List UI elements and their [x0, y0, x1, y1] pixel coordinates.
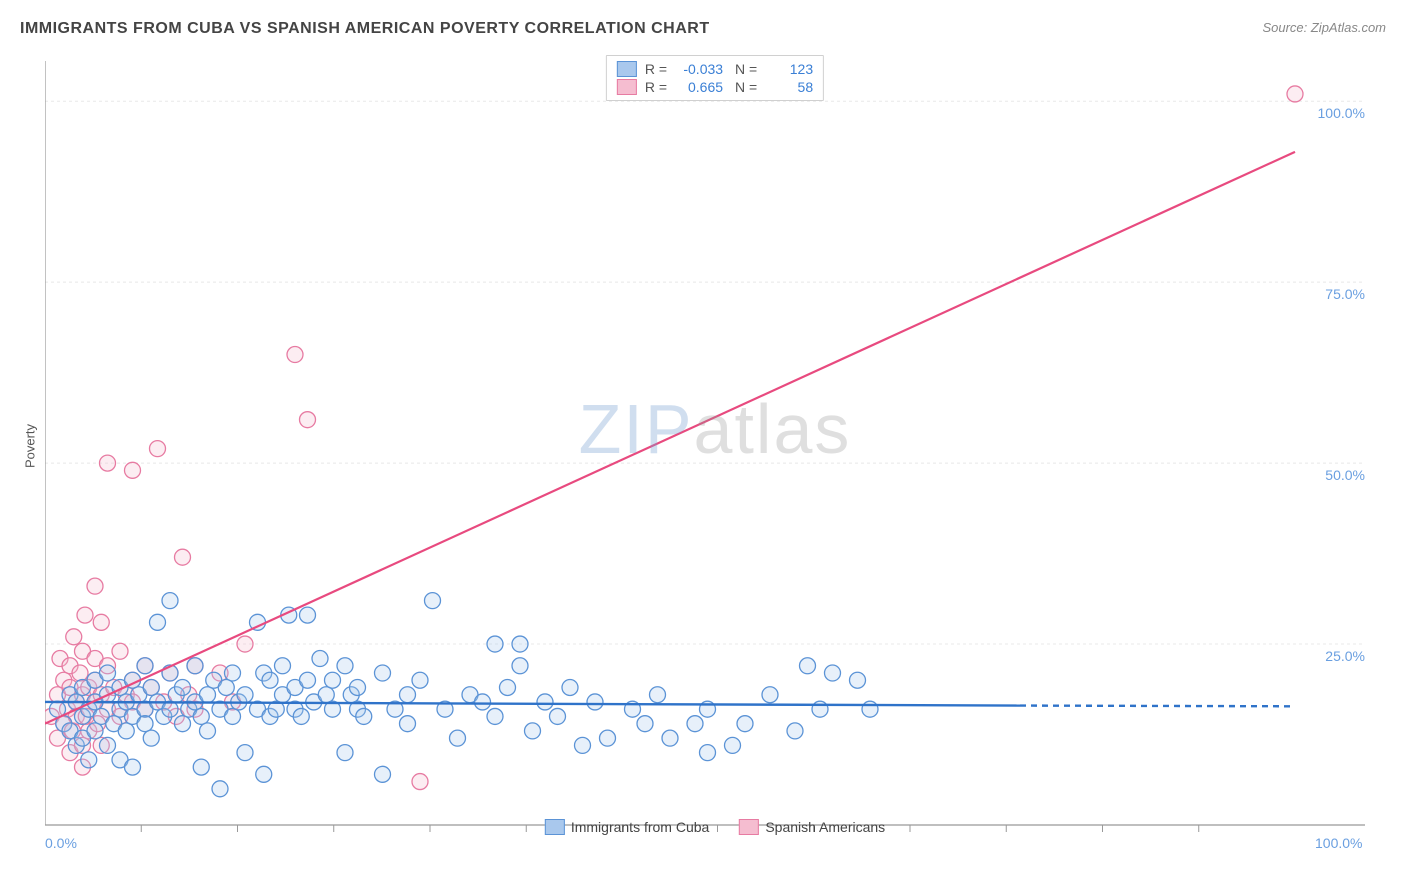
stat-n-label2: N =: [731, 79, 757, 95]
y-axis-label: Poverty: [23, 424, 38, 468]
stat-n-cuba: 123: [765, 61, 813, 77]
stat-r-label: R =: [645, 61, 667, 77]
legend-item-spanish: Spanish Americans: [739, 819, 885, 835]
stat-r-cuba: -0.033: [675, 61, 723, 77]
chart-title: IMMIGRANTS FROM CUBA VS SPANISH AMERICAN…: [20, 20, 710, 37]
chart-source: Source: ZipAtlas.com: [1262, 20, 1386, 35]
stat-r-label2: R =: [645, 79, 667, 95]
y-tick-label: 75.0%: [1325, 286, 1365, 302]
stats-row-spanish: R = 0.665 N = 58: [617, 78, 813, 96]
y-tick-label: 50.0%: [1325, 467, 1365, 483]
swatch-spanish: [617, 79, 637, 95]
legend-item-cuba: Immigrants from Cuba: [545, 819, 709, 835]
legend-label-spanish: Spanish Americans: [765, 819, 885, 835]
series-legend: Immigrants from Cuba Spanish Americans: [545, 819, 885, 835]
swatch-cuba: [617, 61, 637, 77]
legend-label-cuba: Immigrants from Cuba: [571, 819, 709, 835]
y-tick-label: 100.0%: [1318, 105, 1365, 121]
stat-r-spanish: 0.665: [675, 79, 723, 95]
stat-n-label: N =: [731, 61, 757, 77]
correlation-stats-legend: R = -0.033 N = 123 R = 0.665 N = 58: [606, 55, 824, 101]
x-tick-label: 100.0%: [1315, 835, 1362, 851]
swatch-cuba-2: [545, 819, 565, 835]
stat-n-spanish: 58: [765, 79, 813, 95]
stats-row-cuba: R = -0.033 N = 123: [617, 60, 813, 78]
y-tick-label: 25.0%: [1325, 648, 1365, 664]
scatter-chart-svg: [45, 55, 1385, 835]
swatch-spanish-2: [739, 819, 759, 835]
x-tick-label: 0.0%: [45, 835, 77, 851]
chart-area: ZIPatlas R = -0.033 N = 123 R = 0.665 N …: [45, 55, 1385, 835]
